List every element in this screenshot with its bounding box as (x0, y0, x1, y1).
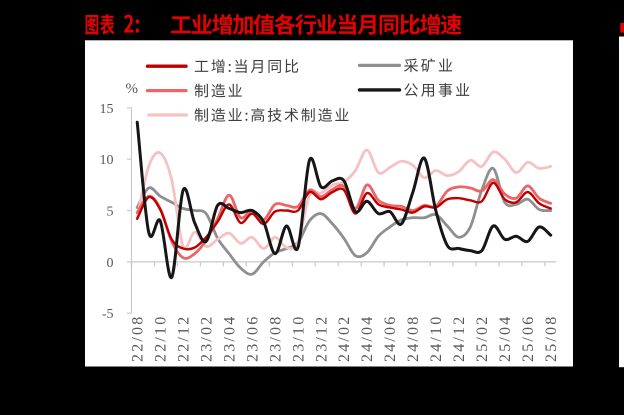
svg-text:23/06: 23/06 (244, 315, 261, 362)
svg-text:10: 10 (100, 153, 114, 168)
svg-text:23/08: 23/08 (267, 315, 284, 362)
svg-text:22/10: 22/10 (153, 315, 170, 362)
svg-text:%: % (126, 81, 139, 97)
svg-text:-5: -5 (102, 307, 114, 322)
svg-text:24/08: 24/08 (405, 315, 422, 362)
svg-text:24/04: 24/04 (359, 315, 376, 362)
svg-text:25/02: 25/02 (474, 315, 491, 362)
svg-text:24/12: 24/12 (451, 315, 468, 362)
svg-text:23/10: 23/10 (290, 315, 307, 362)
svg-text:24/06: 24/06 (382, 315, 399, 362)
svg-text:25/04: 25/04 (497, 315, 514, 362)
svg-text:24/10: 24/10 (428, 315, 445, 362)
svg-text:23/04: 23/04 (221, 315, 238, 362)
svg-text:25/06: 25/06 (520, 315, 537, 362)
svg-text:15: 15 (100, 102, 114, 117)
svg-text:24/02: 24/02 (336, 315, 353, 362)
svg-text:5: 5 (107, 205, 114, 220)
svg-text:25/08: 25/08 (543, 315, 560, 362)
svg-text:0: 0 (107, 256, 114, 271)
svg-text:22/08: 22/08 (130, 315, 147, 362)
svg-text:23/12: 23/12 (313, 315, 330, 362)
svg-text:22/12: 22/12 (176, 315, 193, 362)
svg-text:23/02: 23/02 (198, 315, 215, 362)
